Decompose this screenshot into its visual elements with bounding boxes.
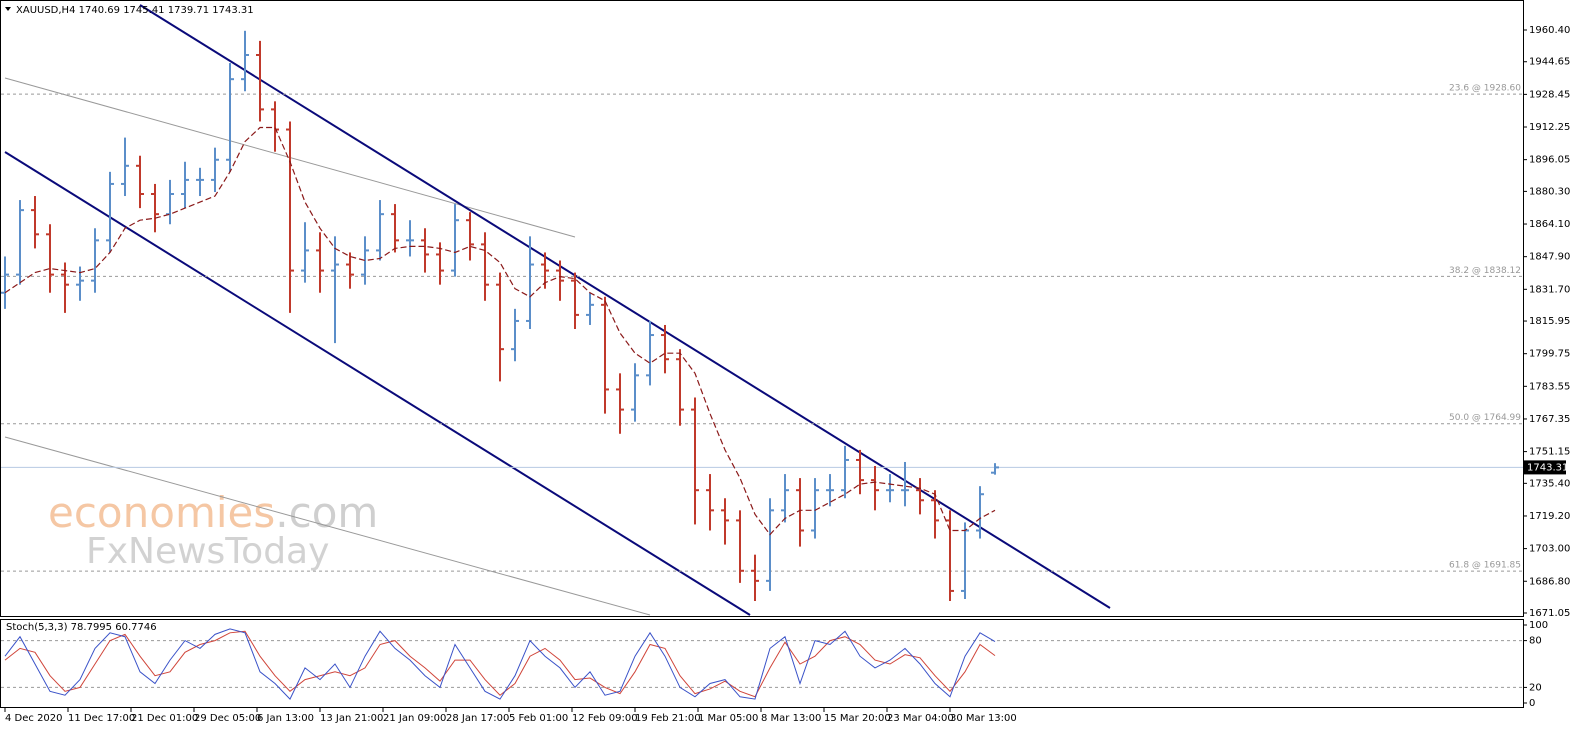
y-tick-label: 1815.95 (1529, 316, 1570, 327)
symbol: XAUUSD,H4 (16, 5, 75, 16)
stoch-header: Stoch(5,3,3) 78.7995 60.7746 (6, 622, 157, 633)
trendlines (4, 4, 1111, 616)
indicator: Stoch(5,3,3) (6, 622, 68, 633)
y-tick-label: 1944.65 (1529, 57, 1570, 68)
x-tick-label: 13 Jan 21:00 (320, 713, 383, 724)
x-tick-label: 28 Jan 17:00 (446, 713, 509, 724)
y-tick-label: 1719.20 (1529, 511, 1570, 522)
y2-tick-label: 100 (1529, 620, 1548, 631)
x-tick-label: 29 Dec 05:00 (194, 713, 261, 724)
y-tick-label: 1847.90 (1529, 252, 1570, 263)
channel-line (139, 4, 1111, 609)
stoch-main-last: 78.7995 (71, 622, 112, 633)
fib-label: 50.0 @ 1764.99 (1449, 413, 1521, 423)
y-tick-label: 1703.00 (1529, 544, 1570, 555)
watermark-line2: FxNewsToday (86, 531, 329, 572)
y-tick-label: 1783.55 (1529, 381, 1570, 392)
high: 1745.41 (123, 5, 164, 16)
y-tick-label: 1928.45 (1529, 89, 1570, 100)
price-box (1524, 460, 1566, 475)
stoch-signal-last: 60.7746 (115, 622, 156, 633)
y-tick-label: 1686.80 (1529, 576, 1570, 587)
header: XAUUSD,H4 1740.69 1745.41 1739.71 1743.3… (16, 5, 254, 16)
x-tick-label: 15 Mar 20:00 (824, 713, 891, 724)
stoch-signal (4, 630, 996, 698)
trendline (4, 436, 651, 616)
y-tick-label: 1799.75 (1529, 349, 1570, 360)
y2-tick-label: 80 (1529, 636, 1542, 647)
y-tick-label: 1960.40 (1529, 25, 1570, 36)
watermark: economies.com FxNewsToday (48, 488, 378, 573)
x-tick-label: 6 Jan 13:00 (257, 713, 314, 724)
x-tick-label: 5 Feb 01:00 (509, 713, 568, 724)
x-tick-label: 23 Mar 04:00 (887, 713, 954, 724)
channel-line (4, 151, 751, 616)
fib-label: 38.2 @ 1838.12 (1449, 266, 1521, 276)
x-tick-label: 11 Dec 17:00 (68, 713, 135, 724)
x-tick-label: 19 Feb 21:00 (635, 713, 701, 724)
y2-tick-label: 0 (1529, 698, 1535, 709)
y-tick-label: 1880.30 (1529, 186, 1570, 197)
main-panel (0, 0, 1524, 617)
y-tick-label: 1671.05 (1529, 608, 1570, 619)
y-tick-label: 1864.10 (1529, 219, 1570, 230)
fib-label: 23.6 @ 1928.60 (1449, 84, 1521, 94)
y-tick-label: 1896.05 (1529, 155, 1570, 166)
y-tick-label: 1751.15 (1529, 447, 1570, 458)
x-tick-label: 30 Mar 13:00 (950, 713, 1017, 724)
low: 1739.71 (168, 5, 209, 16)
close: 1743.31 (212, 5, 253, 16)
x-tick-label: 4 Dec 2020 (5, 713, 63, 724)
y-tick-label: 1912.25 (1529, 122, 1570, 133)
watermark-brand: economies.com (48, 488, 378, 537)
x-tick-label: 12 Feb 09:00 (572, 713, 638, 724)
y-tick-label: 1831.70 (1529, 284, 1570, 295)
open: 1740.69 (79, 5, 120, 16)
stoch-main (4, 628, 996, 700)
fib-label: 61.8 @ 1691.85 (1449, 561, 1521, 571)
data-layer: 1960.40 1944.65 1928.45 1912.25 1896.05 1880.… (1, 25, 1570, 709)
menu-arrow (5, 7, 11, 11)
y-tick-label: 1767.35 (1529, 414, 1570, 425)
price-label: 1743.31 (1527, 462, 1568, 473)
y-tick-label: 1735.40 (1529, 478, 1570, 489)
stoch-panel (0, 619, 1524, 708)
y2-tick-label: 20 (1529, 682, 1542, 693)
watermark-suffix: .com (275, 488, 378, 537)
watermark-brand-text: economies (48, 488, 275, 537)
x-tick-label: 1 Mar 05:00 (698, 713, 758, 724)
x-tick-label: 21 Dec 01:00 (131, 713, 198, 724)
x-tick-label: 21 Jan 09:00 (383, 713, 446, 724)
x-tick-label: 8 Mar 13:00 (761, 713, 821, 724)
